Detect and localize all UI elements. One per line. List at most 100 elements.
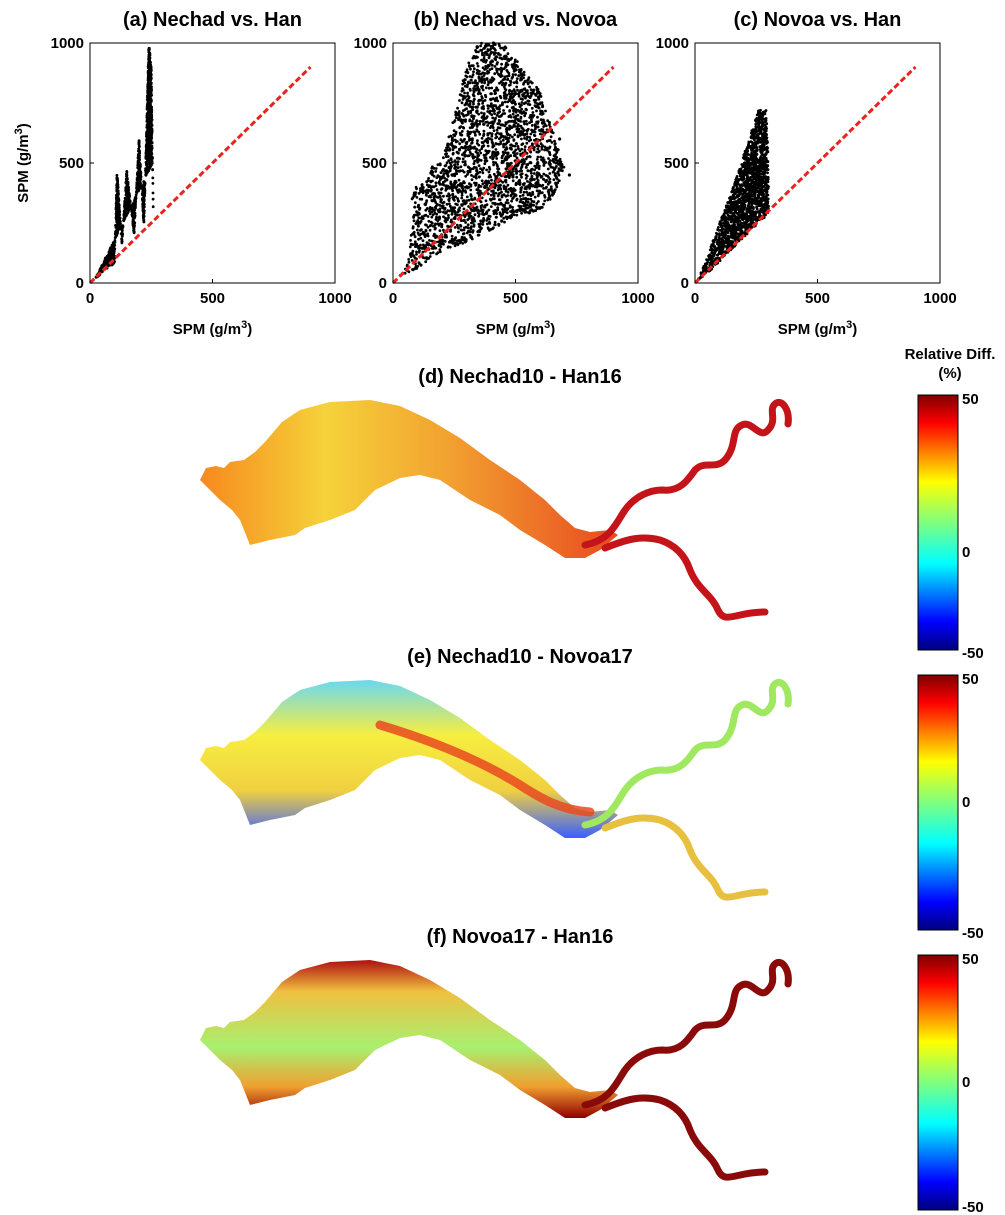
data-point	[480, 204, 484, 207]
data-point	[482, 123, 486, 126]
data-point	[472, 130, 475, 134]
data-point	[540, 191, 544, 195]
data-point	[510, 199, 513, 203]
data-point	[539, 101, 542, 105]
data-point	[498, 137, 501, 141]
data-point	[496, 206, 500, 210]
data-point	[475, 109, 479, 113]
data-point	[463, 185, 467, 189]
data-point-outlier	[491, 41, 496, 45]
data-point	[505, 69, 509, 72]
data-point	[537, 183, 540, 187]
data-point	[548, 121, 551, 125]
data-point	[480, 179, 484, 183]
data-point	[481, 51, 484, 55]
data-point	[132, 219, 135, 223]
data-point	[537, 172, 541, 176]
data-point	[555, 148, 559, 152]
data-point	[486, 192, 490, 196]
data-point	[554, 172, 557, 176]
data-point	[460, 101, 464, 105]
data-point	[461, 121, 464, 125]
data-point	[508, 134, 512, 137]
data-point	[434, 218, 438, 221]
data-point	[504, 178, 508, 182]
data-point	[490, 86, 494, 90]
data-point	[520, 103, 523, 107]
data-point	[125, 173, 129, 177]
data-point	[553, 168, 556, 172]
data-point	[120, 228, 124, 232]
data-point	[456, 113, 459, 117]
data-point	[493, 65, 497, 68]
data-point	[467, 166, 471, 169]
data-point	[448, 197, 451, 200]
data-point	[144, 173, 148, 177]
data-point	[506, 77, 510, 81]
data-point	[549, 185, 553, 189]
data-point	[481, 88, 485, 92]
data-point	[502, 85, 506, 88]
data-point	[412, 255, 416, 258]
data-point	[458, 169, 461, 173]
data-point	[537, 200, 540, 203]
data-point	[458, 126, 462, 130]
data-point	[455, 150, 459, 154]
data-point	[548, 159, 552, 163]
data-point	[528, 191, 531, 195]
data-point	[471, 229, 475, 233]
x-tick-label: 500	[200, 290, 225, 307]
data-point	[548, 163, 552, 166]
data-point	[435, 203, 439, 206]
data-point	[117, 192, 120, 196]
data-point-outlier	[528, 209, 532, 213]
data-point	[498, 81, 501, 85]
data-point	[437, 243, 441, 247]
data-point	[117, 222, 121, 226]
data-point	[530, 124, 534, 127]
data-point	[481, 182, 485, 186]
data-point	[510, 90, 514, 93]
data-point	[467, 148, 471, 152]
data-point	[543, 122, 547, 126]
data-point	[507, 187, 511, 191]
data-point	[495, 212, 498, 216]
data-point	[440, 175, 444, 179]
data-point	[481, 220, 485, 224]
data-point	[114, 230, 118, 233]
data-point	[448, 168, 452, 172]
data-point	[515, 156, 519, 160]
data-point	[151, 205, 155, 209]
data-point	[464, 146, 468, 150]
data-point	[454, 168, 458, 172]
data-point	[502, 109, 505, 112]
data-point	[116, 185, 120, 189]
data-point	[474, 183, 477, 187]
data-point	[509, 80, 513, 84]
data-point	[486, 83, 490, 87]
data-point	[485, 203, 489, 207]
data-point	[445, 184, 448, 188]
data-point	[467, 198, 471, 202]
data-point	[473, 165, 476, 169]
data-point	[530, 120, 533, 124]
data-point	[434, 184, 438, 188]
data-point	[542, 164, 546, 167]
data-point	[435, 215, 438, 219]
data-point	[446, 209, 450, 213]
scatter-title: (c) Novoa vs. Han	[734, 9, 902, 31]
data-point	[149, 123, 153, 126]
data-point	[534, 166, 538, 170]
data-point	[502, 216, 506, 220]
data-point	[147, 160, 151, 164]
data-point	[512, 167, 515, 171]
data-point	[133, 224, 136, 227]
data-point	[562, 165, 566, 169]
data-point	[520, 165, 524, 169]
data-point	[529, 150, 533, 154]
data-point	[451, 121, 455, 124]
data-point	[517, 94, 521, 98]
data-point	[497, 198, 501, 202]
data-point	[456, 163, 460, 166]
x-tick-label: 1000	[621, 290, 654, 307]
